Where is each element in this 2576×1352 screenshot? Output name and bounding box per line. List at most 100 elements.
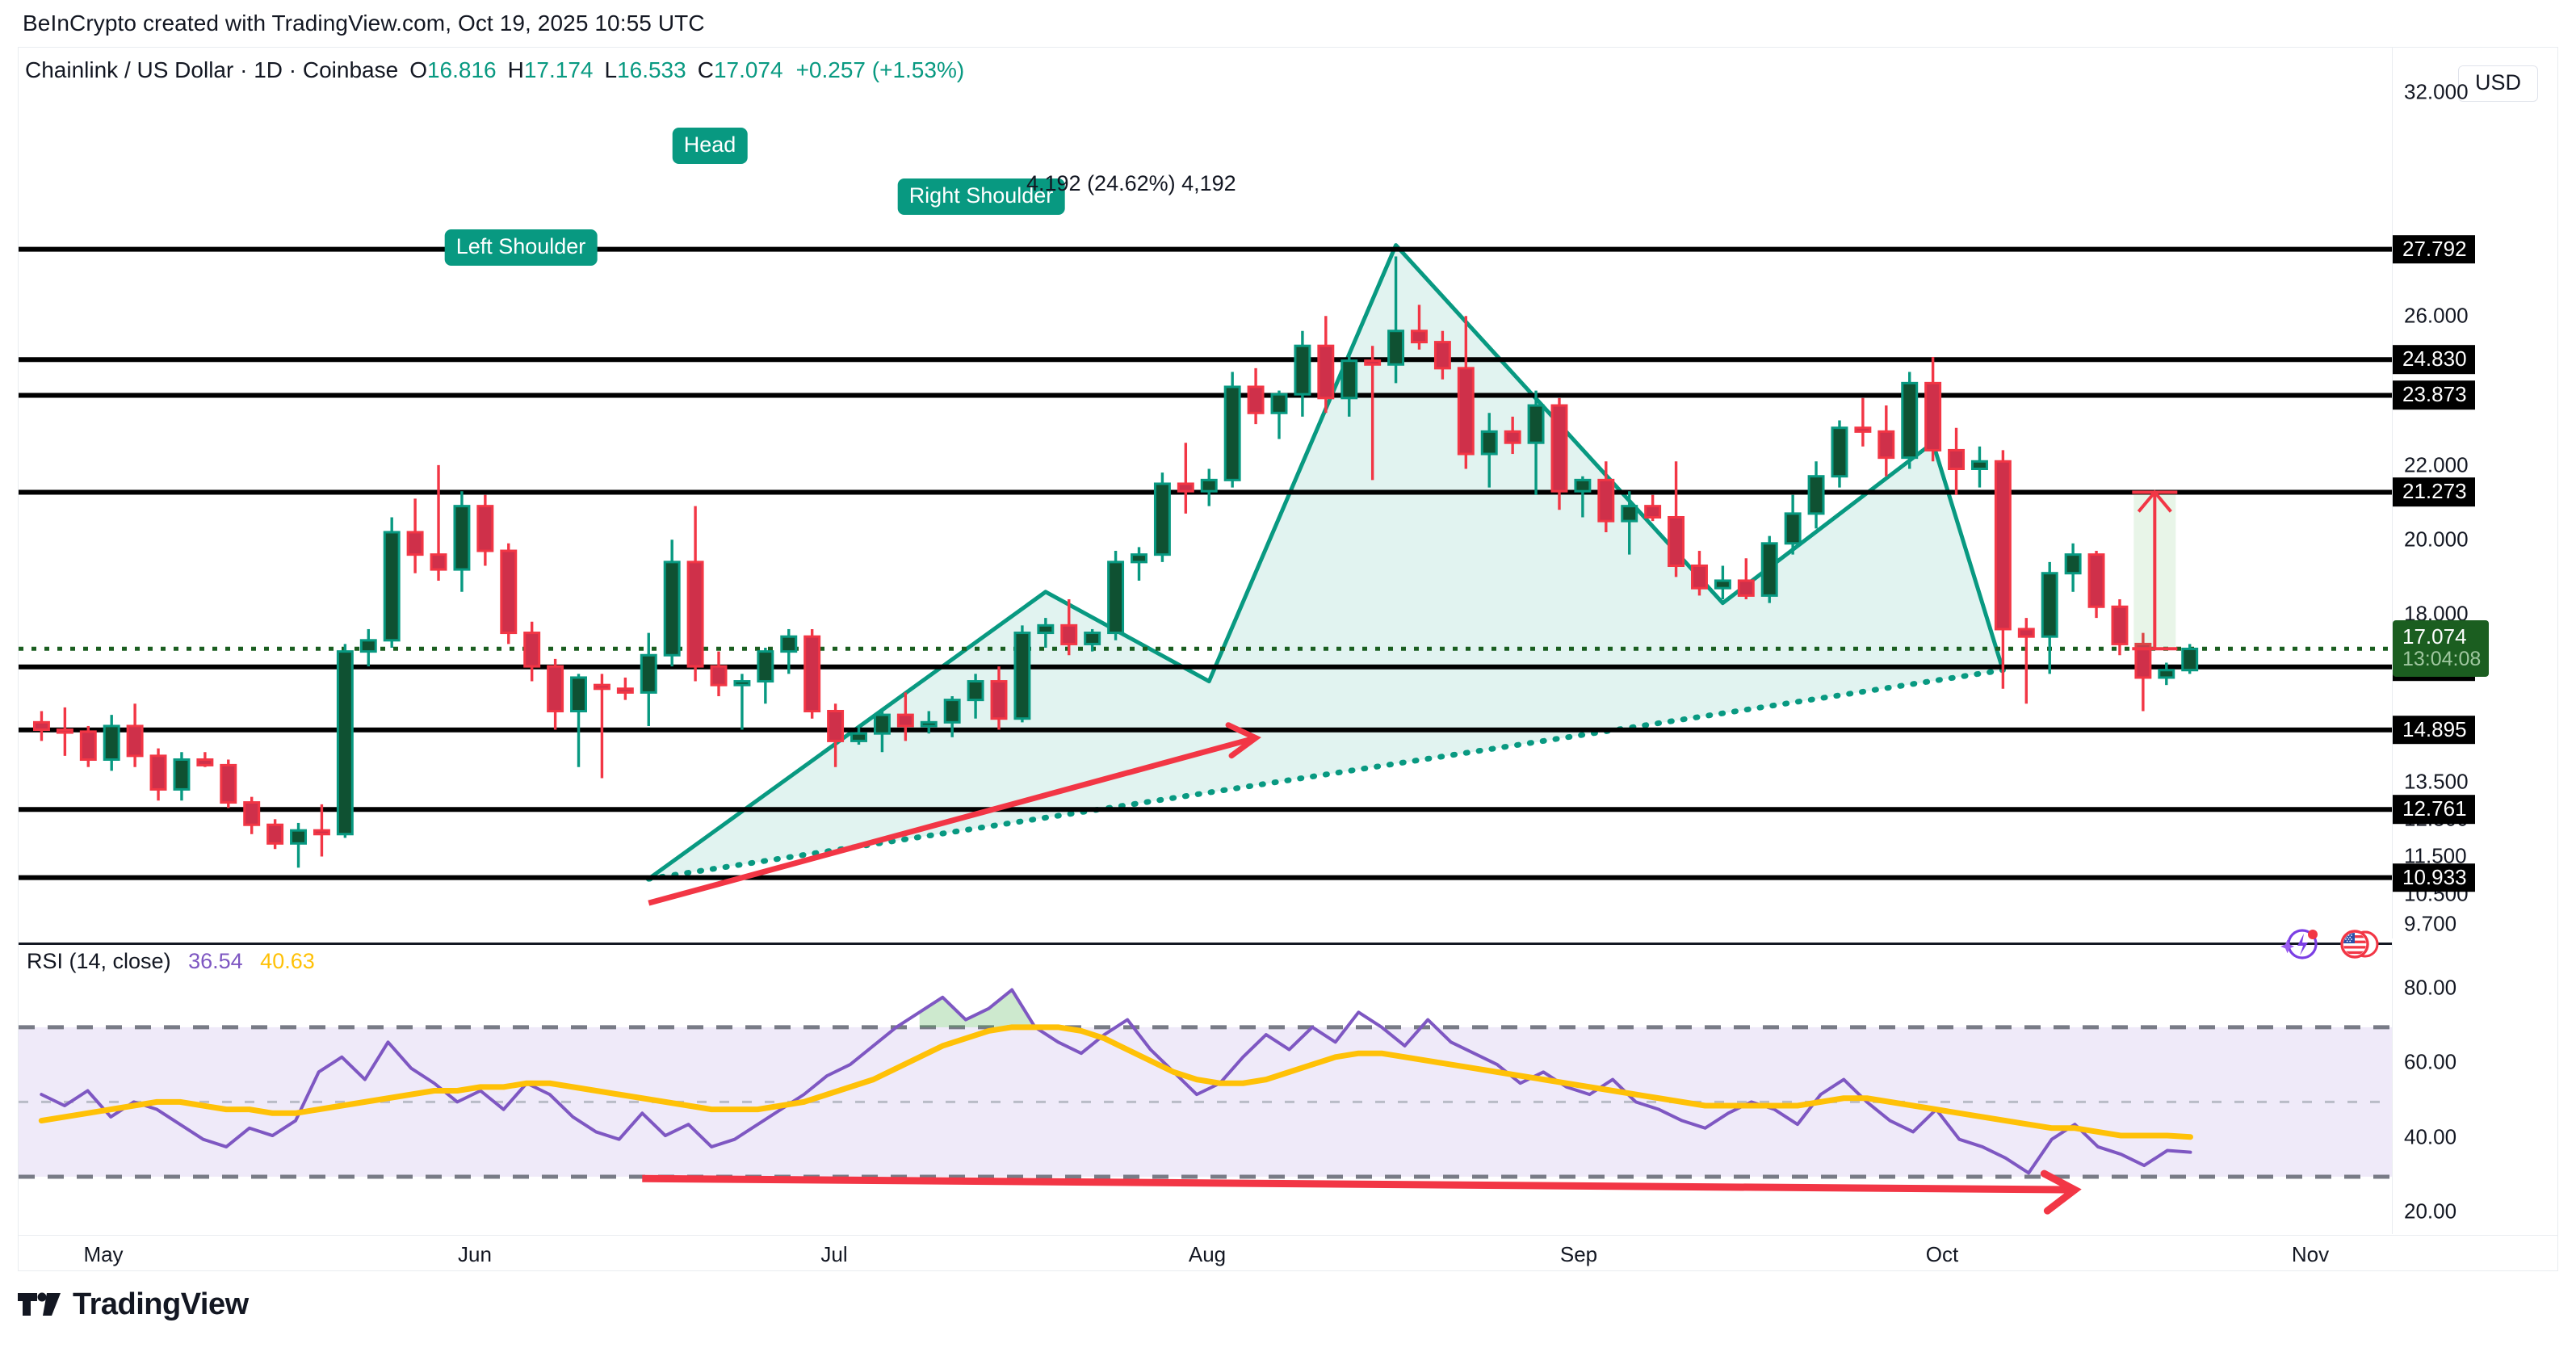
candle[interactable] xyxy=(173,752,191,801)
candle[interactable] xyxy=(1270,390,1288,439)
price-level-badge[interactable]: 23.873 xyxy=(2393,380,2475,410)
candle[interactable] xyxy=(1550,397,1568,510)
candle[interactable] xyxy=(1714,565,1731,600)
candle[interactable] xyxy=(313,804,330,857)
candle[interactable] xyxy=(1153,472,1171,562)
rsi-price-scale[interactable]: 80.00 60.00 40.00 20.00 xyxy=(2392,943,2557,1234)
candle[interactable] xyxy=(1924,357,1942,462)
candle[interactable] xyxy=(1037,618,1055,649)
candle[interactable] xyxy=(500,543,518,645)
candle[interactable] xyxy=(2111,599,2129,656)
candle[interactable] xyxy=(56,707,73,756)
time-scale[interactable]: May Jun Jul Aug Sep Oct Nov xyxy=(19,1235,2557,1270)
candle[interactable] xyxy=(570,674,587,767)
price-level-badge[interactable]: 10.933 xyxy=(2393,863,2475,892)
candle[interactable] xyxy=(266,819,284,850)
candle[interactable] xyxy=(920,711,938,734)
pattern-tag-right-shoulder[interactable]: Right Shoulder xyxy=(897,178,1065,215)
candle[interactable] xyxy=(850,725,867,745)
candle[interactable] xyxy=(2158,662,2175,686)
candle[interactable] xyxy=(1644,494,1662,522)
price-level-badge[interactable]: 12.761 xyxy=(2393,795,2475,825)
candle[interactable] xyxy=(2017,618,2035,704)
candle[interactable] xyxy=(1364,346,1382,481)
candle[interactable] xyxy=(757,648,774,704)
price-level-badge[interactable]: 27.792 xyxy=(2393,234,2475,264)
candle[interactable] xyxy=(453,491,471,592)
candle[interactable] xyxy=(710,651,728,697)
candle[interactable] xyxy=(1200,468,1218,506)
candle[interactable] xyxy=(336,644,354,838)
candle[interactable] xyxy=(827,703,845,767)
currency-badge[interactable]: USD xyxy=(2457,65,2538,102)
candle[interactable] xyxy=(1411,304,1428,350)
price-scale[interactable]: USD 32.000 26.000 22.000 20.000 18.000 13.500… xyxy=(2392,48,2557,938)
price-level-badge[interactable]: 24.830 xyxy=(2393,345,2475,375)
candle[interactable] xyxy=(803,628,821,719)
candle[interactable] xyxy=(1691,551,1708,596)
candle[interactable] xyxy=(1994,450,2012,689)
candle[interactable] xyxy=(383,517,401,649)
candle[interactable] xyxy=(640,632,657,726)
price-level-badge[interactable]: 14.895 xyxy=(2393,715,2475,745)
candle[interactable] xyxy=(1317,316,1335,414)
candle[interactable] xyxy=(1668,461,1685,577)
pattern-dotted-trendline[interactable] xyxy=(645,667,2006,882)
candle[interactable] xyxy=(1294,330,1311,417)
candle[interactable] xyxy=(1877,405,1895,477)
rsi-legend-name[interactable]: RSI (14, close) xyxy=(27,949,171,973)
candle[interactable] xyxy=(616,677,634,700)
candle[interactable] xyxy=(1060,599,1078,656)
candle[interactable] xyxy=(1831,420,1848,488)
symbol-title[interactable]: Chainlink / US Dollar · 1D · Coinbase xyxy=(25,57,399,82)
candle[interactable] xyxy=(196,752,214,767)
candle[interactable] xyxy=(1504,416,1521,455)
candle[interactable] xyxy=(873,711,891,753)
candle[interactable] xyxy=(1948,427,1966,495)
current-price-badge[interactable]: 17.074 13:04:08 xyxy=(2393,620,2490,678)
candle[interactable] xyxy=(290,822,307,868)
bullish-trendline[interactable] xyxy=(648,735,1257,906)
candle[interactable] xyxy=(1760,535,1778,603)
candle[interactable] xyxy=(1807,461,1825,529)
candle[interactable] xyxy=(1131,547,1147,581)
candle[interactable] xyxy=(1247,367,1265,425)
candle[interactable] xyxy=(663,540,681,667)
candle[interactable] xyxy=(1527,390,1545,495)
candle[interactable] xyxy=(547,658,564,730)
candle[interactable] xyxy=(359,628,377,667)
candle[interactable] xyxy=(103,715,120,771)
candle[interactable] xyxy=(406,498,424,573)
candle[interactable] xyxy=(1013,625,1031,723)
us-economic-events-icon[interactable] xyxy=(2336,923,2379,965)
price-level-badge[interactable]: 21.273 xyxy=(2393,477,2475,507)
candle[interactable] xyxy=(149,748,167,801)
candle[interactable] xyxy=(2181,644,2199,674)
candle[interactable] xyxy=(1223,372,1241,488)
candle[interactable] xyxy=(780,628,798,674)
pattern-tag-left-shoulder[interactable]: Left Shoulder xyxy=(444,229,598,266)
candle[interactable] xyxy=(1784,494,1802,555)
sparkle-ai-icon[interactable] xyxy=(2280,923,2322,965)
candle[interactable] xyxy=(1971,446,1988,488)
candle[interactable] xyxy=(2041,561,2058,674)
candle[interactable] xyxy=(32,711,50,741)
candle[interactable] xyxy=(990,666,1008,730)
candle[interactable] xyxy=(243,796,261,834)
candle[interactable] xyxy=(2087,551,2105,619)
candle[interactable] xyxy=(1177,443,1194,514)
candle[interactable] xyxy=(1084,628,1101,652)
candle[interactable] xyxy=(896,692,914,741)
candle[interactable] xyxy=(1457,316,1475,469)
candle[interactable] xyxy=(967,674,984,719)
candle[interactable] xyxy=(476,494,494,566)
candle[interactable] xyxy=(1387,256,1405,384)
rsi-divergence-line[interactable] xyxy=(642,1174,2075,1194)
rsi-plot-area[interactable] xyxy=(19,943,2393,1234)
candle[interactable] xyxy=(593,674,610,779)
candle[interactable] xyxy=(220,759,237,808)
pattern-tag-head[interactable]: Head xyxy=(672,128,748,164)
candle[interactable] xyxy=(1480,413,1498,488)
candle[interactable] xyxy=(733,674,751,730)
candle[interactable] xyxy=(1574,476,1592,518)
